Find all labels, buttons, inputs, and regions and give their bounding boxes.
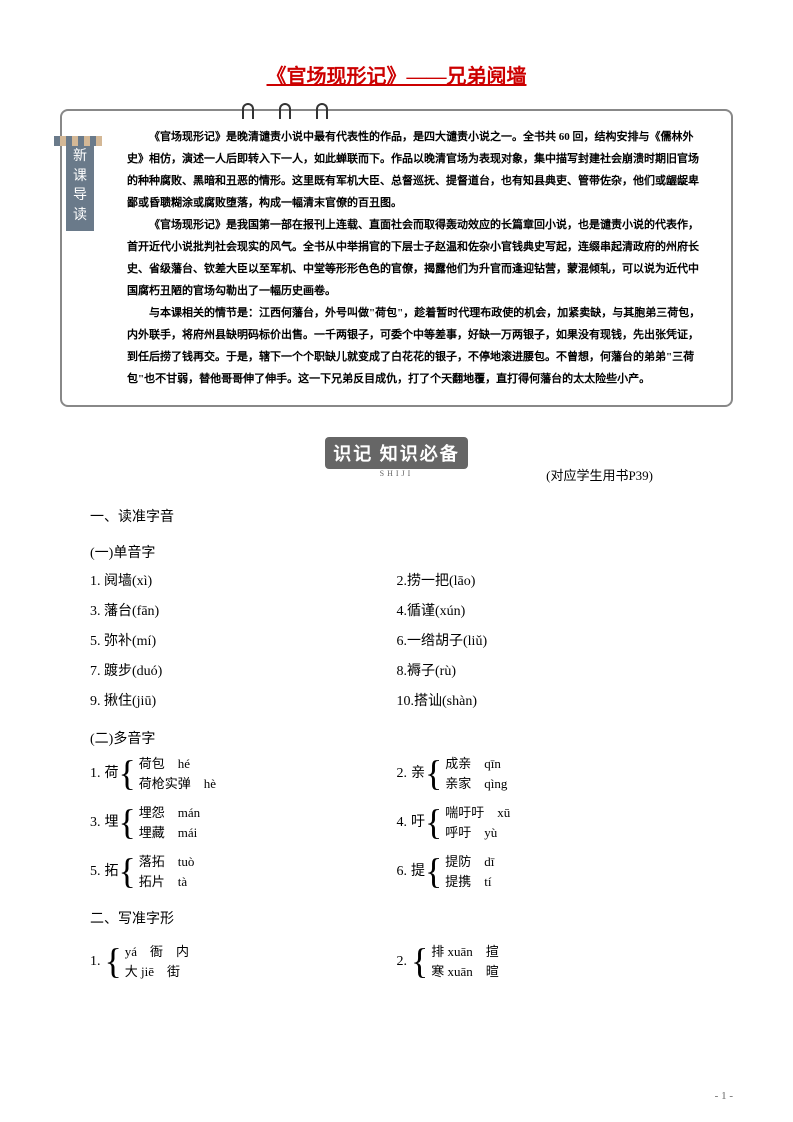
side-tab-label: 新课导读 <box>66 141 94 231</box>
list-item: 8.褥子(rù) <box>397 658 704 686</box>
side-tab: 新课导读 <box>54 141 104 231</box>
section1-title: 一、读准字音 <box>90 504 703 532</box>
section1-sub1: (一)单音字 <box>90 540 703 568</box>
multi-item: 2.亲 {成亲 qīn亲家 qìng <box>397 754 704 793</box>
section2-title: 二、写准字形 <box>90 906 703 934</box>
main-content: 一、读准字音 (一)单音字 1. 阋墙(xì) 3. 藩台(fān) 5. 弥补… <box>60 504 733 981</box>
intro-paragraph-2: 《官场现形记》是我国第一部在报刊上连载、直面社会而取得轰动效应的长篇章回小说，也… <box>127 214 706 302</box>
multi-item: 6.提 {提防 dī提携 tí <box>397 852 704 891</box>
list-item: 1. 阋墙(xì) <box>90 568 397 596</box>
list-item: 5. 弥补(mí) <box>90 628 397 656</box>
intro-paragraph-1: 《官场现形记》是晚清谴责小说中最有代表性的作品，是四大谴责小说之一。全书共 60… <box>127 126 706 214</box>
spiral-decoration <box>242 103 328 119</box>
intro-paragraph-3: 与本课相关的情节是：江西何藩台，外号叫做"荷包"，趁着暂时代理布政使的机会，加紧… <box>127 302 706 390</box>
list-item: 3. 藩台(fān) <box>90 598 397 626</box>
list-item: 2.捞一把(lāo) <box>397 568 704 596</box>
multi-item: 4.吁 {喘吁吁 xū呼吁 yù <box>397 803 704 842</box>
banner-text: 识记 知识必备 <box>325 437 468 469</box>
multi-item: 1. 荷 {荷包 hé荷枪实弹 hè <box>90 754 397 793</box>
list-item: 9. 揪住(jiū) <box>90 688 397 716</box>
list-item: 6.一绺胡子(liǔ) <box>397 628 704 656</box>
multi-phonetics-row: 1. 荷 {荷包 hé荷枪实弹 hè 2.亲 {成亲 qīn亲家 qìng <box>90 754 703 793</box>
multi-item: 2. {排 xuān 揎寒 xuān 暄 <box>397 942 704 981</box>
multi-phonetics-row: 3. 埋 {埋怨 mán埋藏 mái 4.吁 {喘吁吁 xū呼吁 yù <box>90 803 703 842</box>
multi-phonetics-row: 5. 拓 {落拓 tuò拓片 tà 6.提 {提防 dī提携 tí <box>90 852 703 891</box>
mono-phonetics-list: 1. 阋墙(xì) 3. 藩台(fān) 5. 弥补(mí) 7. 踱步(duó… <box>90 568 703 718</box>
multi-item: 3. 埋 {埋怨 mán埋藏 mái <box>90 803 397 842</box>
intro-box: 新课导读 《官场现形记》是晚清谴责小说中最有代表性的作品，是四大谴责小说之一。全… <box>60 109 733 407</box>
list-item: 7. 踱步(duó) <box>90 658 397 686</box>
multi-item: 1. {yá 衙 内大 jiē 街 <box>90 942 397 981</box>
shape-row: 1. {yá 衙 内大 jiē 街 2. {排 xuān 揎寒 xuān 暄 <box>90 942 703 981</box>
section1-sub2: (二)多音字 <box>90 726 703 754</box>
list-item: 4.循谨(xún) <box>397 598 704 626</box>
list-item: 10.搭讪(shàn) <box>397 688 704 716</box>
multi-item: 5. 拓 {落拓 tuò拓片 tà <box>90 852 397 891</box>
page-number: - 1 - <box>715 1090 733 1102</box>
page-title: 《官场现形记》——兄弟阋墙 <box>60 60 733 89</box>
